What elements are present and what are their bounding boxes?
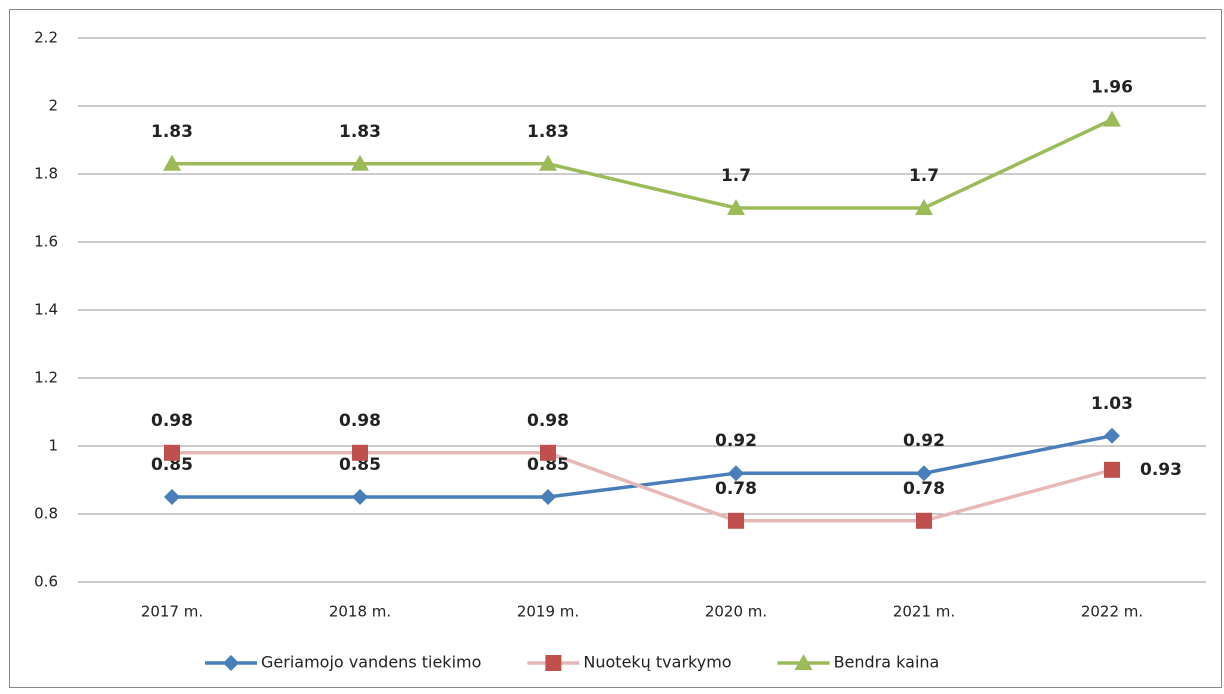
series-line bbox=[172, 451, 1113, 523]
legend-marker bbox=[794, 654, 813, 670]
x-tick-label: 2019 m. bbox=[517, 603, 579, 621]
data-label: 0.98 bbox=[151, 411, 193, 431]
y-tick-label: 0.8 bbox=[34, 505, 58, 523]
data-point bbox=[916, 465, 932, 482]
data-label: 0.92 bbox=[903, 431, 945, 451]
data-label: 0.78 bbox=[715, 479, 757, 499]
data-label: 1.7 bbox=[909, 166, 939, 186]
data-point bbox=[540, 444, 556, 461]
data-point bbox=[728, 512, 744, 529]
data-point bbox=[164, 489, 180, 505]
data-label: 0.98 bbox=[527, 411, 569, 431]
x-tick-label: 2017 m. bbox=[141, 603, 203, 621]
data-point bbox=[164, 444, 180, 461]
data-label: 0.85 bbox=[527, 455, 569, 475]
data-label: 1.96 bbox=[1091, 78, 1133, 98]
legend-label: Geriamojo vandens tiekimo bbox=[261, 653, 481, 672]
data-point bbox=[1104, 427, 1120, 444]
data-label: 1.83 bbox=[527, 122, 569, 142]
data-point bbox=[1103, 110, 1121, 127]
data-label: 1.83 bbox=[151, 122, 193, 142]
data-point bbox=[728, 465, 744, 482]
x-tick-label: 2022 m. bbox=[1081, 603, 1143, 621]
data-label: 0.98 bbox=[339, 411, 381, 431]
data-label: 0.85 bbox=[151, 455, 193, 475]
y-tick-label: 0.6 bbox=[34, 573, 58, 591]
x-tick-label: 2021 m. bbox=[893, 603, 955, 621]
y-tick-label: 2.2 bbox=[34, 29, 58, 47]
data-label: 1.7 bbox=[721, 166, 751, 186]
data-point bbox=[916, 512, 932, 529]
legend-label: Nuotekų tvarkymo bbox=[583, 653, 731, 672]
legend-marker bbox=[545, 655, 562, 671]
chart-frame bbox=[9, 9, 1222, 688]
y-tick-label: 1 bbox=[48, 437, 58, 455]
data-label: 1.03 bbox=[1091, 394, 1133, 414]
legend-marker bbox=[223, 655, 239, 671]
y-tick-label: 1.8 bbox=[34, 165, 58, 183]
data-point bbox=[1104, 461, 1120, 478]
data-label: 1.83 bbox=[339, 122, 381, 142]
data-label: 0.85 bbox=[339, 455, 381, 475]
y-tick-label: 1.2 bbox=[34, 369, 58, 387]
series-line bbox=[172, 118, 1113, 210]
legend-label: Bendra kaina bbox=[834, 653, 940, 672]
data-point bbox=[540, 489, 556, 505]
data-label: 0.93 bbox=[1140, 460, 1182, 480]
data-point bbox=[915, 199, 933, 215]
y-tick-label: 1.6 bbox=[34, 233, 58, 251]
data-point bbox=[352, 489, 368, 505]
y-tick-label: 2 bbox=[48, 97, 58, 115]
data-point bbox=[352, 444, 368, 461]
y-tick-label: 1.4 bbox=[34, 301, 58, 319]
data-label: 0.78 bbox=[903, 479, 945, 499]
data-point bbox=[351, 154, 369, 171]
x-tick-label: 2020 m. bbox=[705, 603, 767, 621]
data-point bbox=[539, 154, 557, 171]
data-point bbox=[727, 199, 745, 215]
x-tick-label: 2018 m. bbox=[329, 603, 391, 621]
data-label: 0.92 bbox=[715, 431, 757, 451]
data-point bbox=[163, 154, 181, 171]
